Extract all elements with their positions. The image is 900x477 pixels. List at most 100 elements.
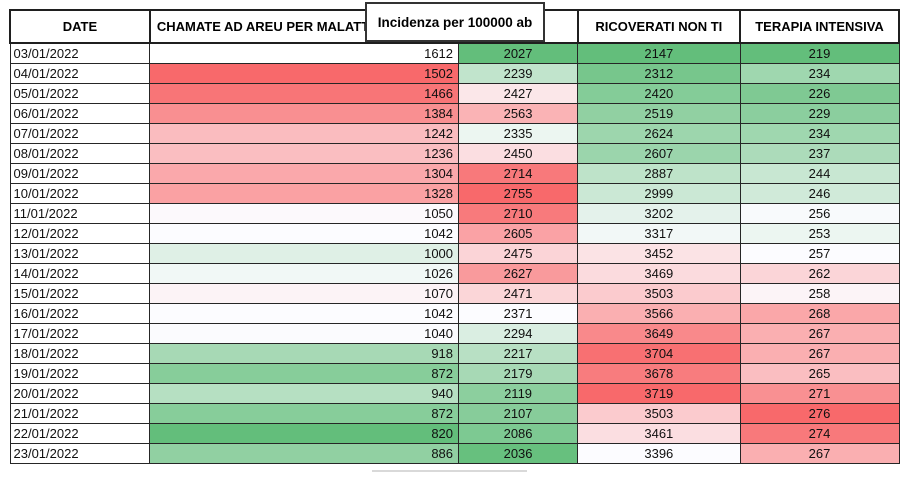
icu-cell[interactable]: 234 <box>739 123 900 144</box>
areu-calls-cell[interactable]: 1042 <box>149 223 460 244</box>
hospitalized-cell[interactable]: 3566 <box>577 303 741 324</box>
date-cell[interactable]: 13/01/2022 <box>9 243 151 264</box>
hospitalized-cell[interactable]: 3503 <box>577 403 741 424</box>
incidence-cell[interactable]: 2119 <box>458 383 579 404</box>
icu-cell[interactable]: 267 <box>739 323 900 344</box>
date-cell[interactable]: 09/01/2022 <box>9 163 151 184</box>
icu-cell[interactable]: 267 <box>739 343 900 364</box>
incidence-cell[interactable]: 2371 <box>458 303 579 324</box>
icu-cell[interactable]: 265 <box>739 363 900 384</box>
hospitalized-cell[interactable]: 3649 <box>577 323 741 344</box>
icu-cell[interactable]: 226 <box>739 83 900 104</box>
areu-calls-cell[interactable]: 1026 <box>149 263 460 284</box>
icu-cell[interactable]: 229 <box>739 103 900 124</box>
icu-cell[interactable]: 274 <box>739 423 900 444</box>
hospitalized-cell[interactable]: 2519 <box>577 103 741 124</box>
date-cell[interactable]: 04/01/2022 <box>9 63 151 84</box>
icu-cell[interactable]: 276 <box>739 403 900 424</box>
hospitalized-cell[interactable]: 2624 <box>577 123 741 144</box>
areu-calls-cell[interactable]: 886 <box>149 443 460 464</box>
date-cell[interactable]: 14/01/2022 <box>9 263 151 284</box>
icu-cell[interactable]: 253 <box>739 223 900 244</box>
date-cell[interactable]: 07/01/2022 <box>9 123 151 144</box>
areu-calls-cell[interactable]: 1040 <box>149 323 460 344</box>
incidence-cell[interactable]: 2755 <box>458 183 579 204</box>
areu-calls-cell[interactable]: 1236 <box>149 143 460 164</box>
hospitalized-cell[interactable]: 3317 <box>577 223 741 244</box>
incidence-cell[interactable]: 2627 <box>458 263 579 284</box>
areu-calls-cell[interactable]: 1304 <box>149 163 460 184</box>
hospitalized-cell[interactable]: 3396 <box>577 443 741 464</box>
hospitalized-cell[interactable]: 2147 <box>577 42 741 64</box>
hospitalized-cell[interactable]: 2999 <box>577 183 741 204</box>
areu-calls-cell[interactable]: 1242 <box>149 123 460 144</box>
areu-calls-cell[interactable]: 940 <box>149 383 460 404</box>
hospitalized-cell[interactable]: 2312 <box>577 63 741 84</box>
incidence-cell[interactable]: 2450 <box>458 143 579 164</box>
hospitalized-cell[interactable]: 3461 <box>577 423 741 444</box>
incidence-cell[interactable]: 2427 <box>458 83 579 104</box>
icu-cell[interactable]: 267 <box>739 443 900 464</box>
areu-calls-cell[interactable]: 1384 <box>149 103 460 124</box>
icu-cell[interactable]: 246 <box>739 183 900 204</box>
areu-calls-cell[interactable]: 872 <box>149 403 460 424</box>
incidence-cell[interactable]: 2335 <box>458 123 579 144</box>
areu-calls-cell[interactable]: 1050 <box>149 203 460 224</box>
areu-calls-cell[interactable]: 1466 <box>149 83 460 104</box>
hospitalized-cell[interactable]: 3469 <box>577 263 741 284</box>
date-cell[interactable]: 19/01/2022 <box>9 363 151 384</box>
icu-cell[interactable]: 258 <box>739 283 900 304</box>
areu-calls-cell[interactable]: 820 <box>149 423 460 444</box>
hospitalized-cell[interactable]: 3719 <box>577 383 741 404</box>
hospitalized-cell[interactable]: 2420 <box>577 83 741 104</box>
hospitalized-cell[interactable]: 3452 <box>577 243 741 264</box>
areu-calls-cell[interactable]: 1502 <box>149 63 460 84</box>
hospitalized-cell[interactable]: 3503 <box>577 283 741 304</box>
date-cell[interactable]: 08/01/2022 <box>9 143 151 164</box>
date-cell[interactable]: 20/01/2022 <box>9 383 151 404</box>
incidence-cell[interactable]: 2714 <box>458 163 579 184</box>
icu-cell[interactable]: 244 <box>739 163 900 184</box>
areu-calls-cell[interactable]: 1000 <box>149 243 460 264</box>
hospitalized-cell[interactable]: 2607 <box>577 143 741 164</box>
hospitalized-cell[interactable]: 3678 <box>577 363 741 384</box>
date-cell[interactable]: 03/01/2022 <box>9 42 151 64</box>
incidence-cell[interactable]: 2294 <box>458 323 579 344</box>
icu-cell[interactable]: 234 <box>739 63 900 84</box>
incidence-cell[interactable]: 2475 <box>458 243 579 264</box>
hospitalized-cell[interactable]: 3704 <box>577 343 741 364</box>
incidence-cell[interactable]: 2086 <box>458 423 579 444</box>
date-cell[interactable]: 05/01/2022 <box>9 83 151 104</box>
icu-cell[interactable]: 257 <box>739 243 900 264</box>
date-cell[interactable]: 15/01/2022 <box>9 283 151 304</box>
areu-calls-cell[interactable]: 872 <box>149 363 460 384</box>
icu-cell[interactable]: 262 <box>739 263 900 284</box>
incidence-cell[interactable]: 2710 <box>458 203 579 224</box>
incidence-cell[interactable]: 2217 <box>458 343 579 364</box>
areu-calls-cell[interactable]: 918 <box>149 343 460 364</box>
icu-cell[interactable]: 268 <box>739 303 900 324</box>
date-cell[interactable]: 11/01/2022 <box>9 203 151 224</box>
incidence-cell[interactable]: 2605 <box>458 223 579 244</box>
hospitalized-cell[interactable]: 3202 <box>577 203 741 224</box>
incidence-cell[interactable]: 2471 <box>458 283 579 304</box>
date-cell[interactable]: 17/01/2022 <box>9 323 151 344</box>
icu-cell[interactable]: 256 <box>739 203 900 224</box>
icu-cell[interactable]: 271 <box>739 383 900 404</box>
date-cell[interactable]: 10/01/2022 <box>9 183 151 204</box>
date-cell[interactable]: 16/01/2022 <box>9 303 151 324</box>
icu-cell[interactable]: 219 <box>739 42 900 64</box>
date-cell[interactable]: 06/01/2022 <box>9 103 151 124</box>
incidence-cell[interactable]: 2563 <box>458 103 579 124</box>
areu-calls-cell[interactable]: 1070 <box>149 283 460 304</box>
areu-calls-cell[interactable]: 1328 <box>149 183 460 204</box>
incidence-cell[interactable]: 2107 <box>458 403 579 424</box>
incidence-cell[interactable]: 2179 <box>458 363 579 384</box>
incidence-cell[interactable]: 2036 <box>458 443 579 464</box>
date-cell[interactable]: 21/01/2022 <box>9 403 151 424</box>
areu-calls-cell[interactable]: 1042 <box>149 303 460 324</box>
date-cell[interactable]: 22/01/2022 <box>9 423 151 444</box>
date-cell[interactable]: 18/01/2022 <box>9 343 151 364</box>
incidence-cell[interactable]: 2027 <box>458 42 579 64</box>
icu-cell[interactable]: 237 <box>739 143 900 164</box>
